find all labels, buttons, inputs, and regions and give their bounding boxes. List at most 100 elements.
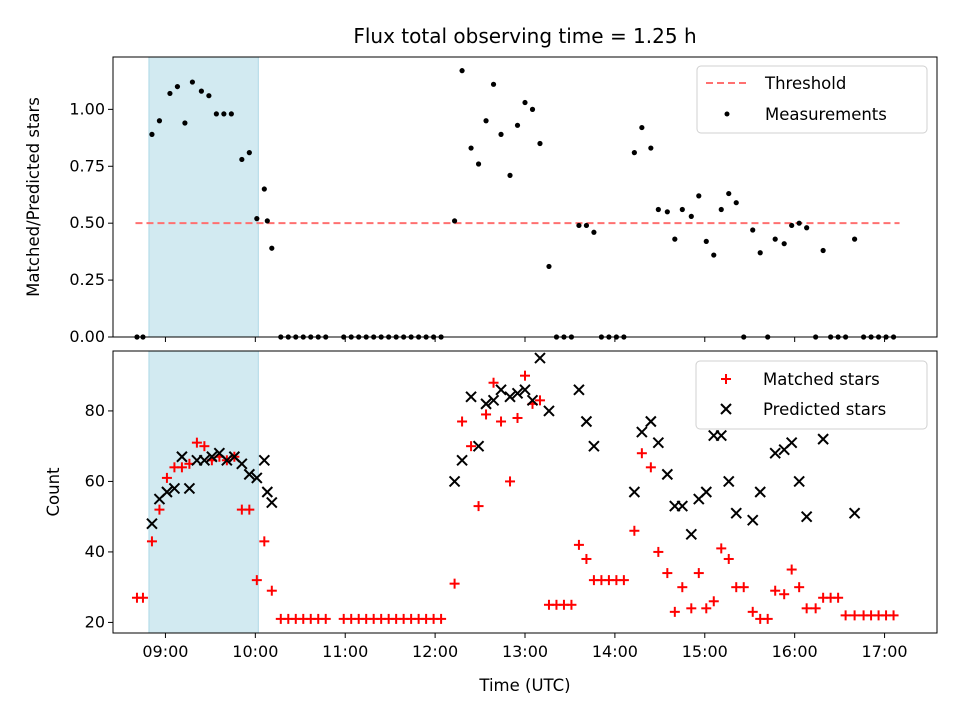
predicted-star-point-b [258, 454, 271, 466]
measurement-point [679, 206, 685, 213]
predicted-star-point-b [236, 458, 248, 470]
matched-star-point [176, 462, 187, 473]
predicted-star-point-b [685, 528, 698, 541]
predicted-star-point [261, 486, 274, 498]
predicted-star-point-b [176, 451, 188, 463]
predicted-star-point-b [213, 447, 226, 459]
predicted-star-point-b [588, 440, 600, 452]
predicted-star-point [817, 433, 829, 445]
predicted-star-point [769, 447, 781, 459]
predicted-star-point-b [785, 436, 798, 449]
measurement-point [648, 145, 654, 151]
predicted-star-point [183, 482, 196, 495]
predicted-star-point-b [487, 394, 500, 407]
measurement-point [546, 263, 552, 270]
matched-star-point [716, 543, 727, 554]
matched-star-point [762, 613, 773, 624]
matched-star-point [779, 589, 790, 600]
matched-star-point [840, 610, 851, 621]
predicted-star-point [628, 486, 641, 498]
predicted-star-point-b [723, 475, 735, 488]
matched-star-point [473, 501, 484, 512]
measurement-point [591, 229, 597, 235]
matched-star-point [888, 610, 899, 621]
predicted-star-point [146, 518, 158, 530]
matched-star-point [137, 592, 148, 603]
bottom-x-tick-label: 13:00 [502, 642, 548, 661]
predicted-star-point [573, 384, 585, 396]
predicted-star-point [251, 472, 263, 484]
measurement-point [228, 111, 234, 117]
bottom-x-tick-label: 16:00 [772, 642, 818, 661]
matched-star-point [154, 504, 165, 515]
predicted-star-point [730, 507, 742, 519]
legend-measurements-swatch [724, 111, 730, 117]
predicted-star-point [636, 426, 648, 438]
predicted-star-point [715, 429, 727, 442]
matched-star-point [457, 416, 468, 427]
matched-star-point [466, 441, 477, 452]
predicted-star-point [266, 496, 278, 509]
measurement-point [639, 124, 645, 131]
matched-star-point [534, 395, 545, 406]
matched-star-point [266, 585, 277, 596]
measurement-point [451, 218, 458, 224]
measurement-point [475, 161, 482, 167]
matched-star-point [653, 546, 664, 557]
predicted-star-point-b [747, 514, 759, 526]
top-y-tick-label: 0.50 [69, 213, 105, 232]
predicted-star-point [221, 454, 233, 466]
predicted-star-point [723, 475, 735, 488]
matched-star-point [645, 462, 656, 473]
matched-star-point [251, 575, 262, 586]
matched-star-point [566, 599, 577, 610]
predicted-star-point [236, 458, 248, 470]
matched-star-point [581, 553, 592, 564]
measurement-point [490, 81, 497, 87]
matched-star-point [669, 606, 680, 617]
matched-star-point [161, 472, 172, 483]
measurement-point [221, 111, 227, 117]
legend-predicted-swatch [720, 403, 732, 415]
predicted-star-point [588, 440, 600, 452]
measurement-point [711, 252, 717, 258]
measurement-point [852, 236, 858, 242]
predicted-star-point-b [700, 486, 712, 498]
measurement-point [696, 193, 702, 199]
predicted-star-point [685, 528, 698, 541]
matched-star-point [770, 585, 781, 596]
measurement-point [796, 220, 802, 226]
predicted-star-point-b [168, 482, 181, 495]
matched-star-point [199, 441, 210, 452]
matched-star-point [708, 596, 719, 607]
predicted-star-point [465, 391, 477, 403]
matched-star-point [191, 437, 202, 448]
predicted-star-point-b [715, 429, 727, 442]
matched-star-point [244, 504, 255, 515]
matched-star-point [481, 409, 492, 420]
predicted-star-point-b [480, 398, 492, 410]
predicted-star-point-b [661, 468, 674, 481]
predicted-star-point-b [848, 507, 861, 519]
matched-star-point [573, 539, 584, 550]
measurement-point [246, 150, 252, 156]
measurement-point [182, 120, 188, 126]
legend-predicted-swatch-b [720, 403, 732, 415]
matched-star-point [794, 582, 805, 593]
predicted-star-point [456, 454, 468, 466]
matched-star-point [629, 525, 640, 536]
top-legend: Threshold Measurements [696, 65, 928, 134]
measurement-point [483, 118, 489, 124]
top-y-tick-label: 1.00 [69, 99, 105, 118]
measurement-point [459, 68, 465, 74]
bottom-legend: Matched stars Predicted stars [695, 360, 928, 430]
predicted-star-point-b [504, 391, 516, 403]
measurement-point [772, 236, 778, 242]
predicted-star-point-b [793, 475, 805, 488]
matched-star-point [662, 568, 673, 579]
predicted-star-point-b [769, 447, 781, 459]
predicted-star-point-b [456, 454, 468, 466]
predicted-star-point [534, 352, 546, 364]
measurement-point [537, 140, 543, 147]
measurement-point [189, 79, 196, 85]
